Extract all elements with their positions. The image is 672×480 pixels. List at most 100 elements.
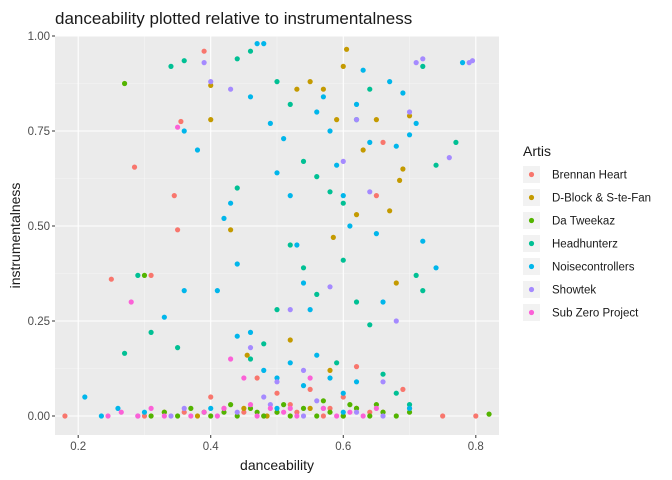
data-point bbox=[287, 242, 293, 248]
data-point bbox=[234, 261, 240, 267]
data-point bbox=[413, 272, 419, 278]
data-point bbox=[201, 409, 207, 415]
data-point bbox=[221, 409, 227, 415]
data-point bbox=[228, 356, 234, 362]
data-point bbox=[347, 409, 353, 415]
data-point bbox=[281, 409, 287, 415]
data-point bbox=[380, 379, 386, 385]
data-point bbox=[320, 405, 326, 411]
data-point bbox=[406, 109, 413, 115]
data-point bbox=[486, 411, 492, 417]
data-point bbox=[307, 307, 313, 313]
data-point bbox=[234, 409, 240, 415]
data-point bbox=[327, 375, 333, 381]
data-point bbox=[420, 56, 426, 62]
data-point bbox=[353, 299, 360, 305]
y-tick-label: 0.25 bbox=[28, 316, 50, 328]
chart-title: danceability plotted relative to instrum… bbox=[55, 9, 412, 28]
data-point bbox=[228, 86, 234, 92]
data-point bbox=[406, 405, 413, 411]
data-point bbox=[469, 58, 476, 64]
data-point bbox=[234, 413, 240, 419]
data-point bbox=[148, 413, 154, 419]
data-point bbox=[459, 60, 466, 66]
data-point bbox=[247, 402, 254, 408]
data-point bbox=[353, 364, 360, 370]
legend-label: Headhunterz bbox=[552, 239, 618, 251]
data-point bbox=[373, 117, 380, 123]
data-point bbox=[406, 113, 413, 119]
data-point bbox=[380, 371, 386, 377]
y-tick-label: 0.75 bbox=[28, 126, 50, 138]
data-point bbox=[406, 409, 413, 415]
data-point bbox=[181, 288, 187, 294]
data-point bbox=[380, 409, 386, 415]
data-point bbox=[208, 79, 214, 85]
data-point bbox=[353, 409, 360, 415]
data-point bbox=[135, 413, 141, 419]
data-point bbox=[367, 322, 373, 328]
y-tick-label: 1.00 bbox=[28, 31, 50, 43]
data-point bbox=[131, 164, 138, 170]
data-point bbox=[314, 352, 320, 358]
data-point bbox=[221, 215, 227, 221]
data-point bbox=[234, 185, 240, 191]
data-point bbox=[274, 405, 280, 411]
data-point bbox=[473, 413, 479, 419]
data-point bbox=[174, 227, 181, 233]
data-point bbox=[174, 124, 181, 130]
data-point bbox=[274, 390, 280, 396]
x-tick-label: 0.4 bbox=[203, 441, 220, 453]
data-point bbox=[208, 413, 214, 419]
data-point bbox=[287, 405, 293, 411]
data-point bbox=[287, 402, 293, 408]
data-point bbox=[188, 405, 194, 411]
data-point bbox=[108, 276, 114, 282]
data-point bbox=[393, 390, 399, 396]
data-point bbox=[320, 94, 326, 100]
data-point bbox=[347, 402, 353, 408]
data-point bbox=[247, 94, 254, 100]
data-point bbox=[327, 409, 333, 415]
data-point bbox=[367, 409, 373, 415]
data-point bbox=[254, 375, 260, 381]
data-point bbox=[340, 158, 346, 164]
data-point bbox=[247, 329, 254, 335]
data-point bbox=[287, 101, 293, 107]
data-point bbox=[340, 257, 346, 263]
data-point bbox=[274, 375, 280, 381]
legend-label: Noisecontrollers bbox=[552, 262, 635, 274]
data-point bbox=[380, 299, 386, 305]
data-point bbox=[171, 193, 177, 199]
data-point bbox=[353, 379, 360, 385]
data-point bbox=[320, 86, 326, 92]
data-point bbox=[367, 86, 373, 92]
data-point bbox=[387, 79, 393, 85]
data-point bbox=[228, 200, 234, 206]
data-point bbox=[214, 413, 220, 419]
data-point bbox=[148, 272, 154, 278]
data-point bbox=[360, 67, 366, 73]
legend-label: Da Tweekaz bbox=[552, 216, 615, 228]
data-point bbox=[121, 350, 128, 356]
data-point bbox=[254, 413, 260, 419]
data-point bbox=[307, 375, 313, 381]
data-point bbox=[247, 356, 254, 362]
data-point bbox=[353, 117, 360, 123]
data-point bbox=[201, 60, 207, 66]
data-point bbox=[420, 63, 426, 69]
data-point bbox=[241, 405, 247, 411]
data-point bbox=[413, 60, 419, 66]
data-point bbox=[373, 231, 380, 237]
data-point bbox=[314, 109, 320, 115]
data-point bbox=[327, 284, 333, 290]
data-point bbox=[300, 405, 307, 411]
data-point bbox=[281, 136, 287, 142]
data-point bbox=[307, 405, 313, 411]
data-point bbox=[380, 413, 386, 419]
data-point bbox=[367, 189, 373, 195]
data-point bbox=[433, 265, 439, 271]
data-point bbox=[453, 139, 459, 145]
data-point bbox=[228, 402, 234, 408]
data-point bbox=[208, 394, 214, 400]
